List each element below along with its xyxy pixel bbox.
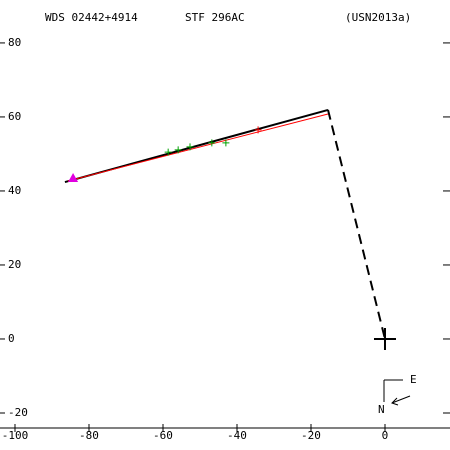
- y-tick-label: 40: [8, 184, 21, 197]
- triangle-marker: [68, 173, 79, 183]
- x-tick-label: 0: [382, 429, 389, 442]
- compass-arrow: [391, 395, 411, 404]
- compass: [383, 379, 411, 406]
- orbit-line: [67, 113, 329, 182]
- plus-marker: [186, 143, 194, 151]
- y-tick-label: 0: [8, 332, 15, 345]
- plus-marker: [373, 327, 396, 350]
- y-tick-label: 60: [8, 110, 21, 123]
- reference: (USN2013a): [345, 11, 411, 24]
- x-tick-label: -40: [227, 429, 247, 442]
- y-tick-label: 20: [8, 258, 21, 271]
- x-tick-label: -60: [153, 429, 173, 442]
- plus-marker: [208, 139, 216, 147]
- chart-title: WDS 02442+4914: [45, 11, 138, 24]
- compass-north: N: [378, 403, 385, 416]
- x-tick-label: -100: [2, 429, 29, 442]
- plus-marker: [174, 146, 182, 154]
- plus-marker: [164, 148, 172, 156]
- chart-subtitle: STF 296AC: [185, 11, 245, 24]
- x-tick-label: -80: [79, 429, 99, 442]
- y-tick-label: 80: [8, 36, 21, 49]
- plus-marker: [254, 126, 262, 134]
- x-tick-label: -20: [301, 429, 321, 442]
- dashed-line: [327, 109, 386, 340]
- compass-east: E: [410, 373, 417, 386]
- compass-arrow: [391, 397, 399, 406]
- y-tick-label: -20: [8, 406, 28, 419]
- plus-marker: [222, 139, 230, 147]
